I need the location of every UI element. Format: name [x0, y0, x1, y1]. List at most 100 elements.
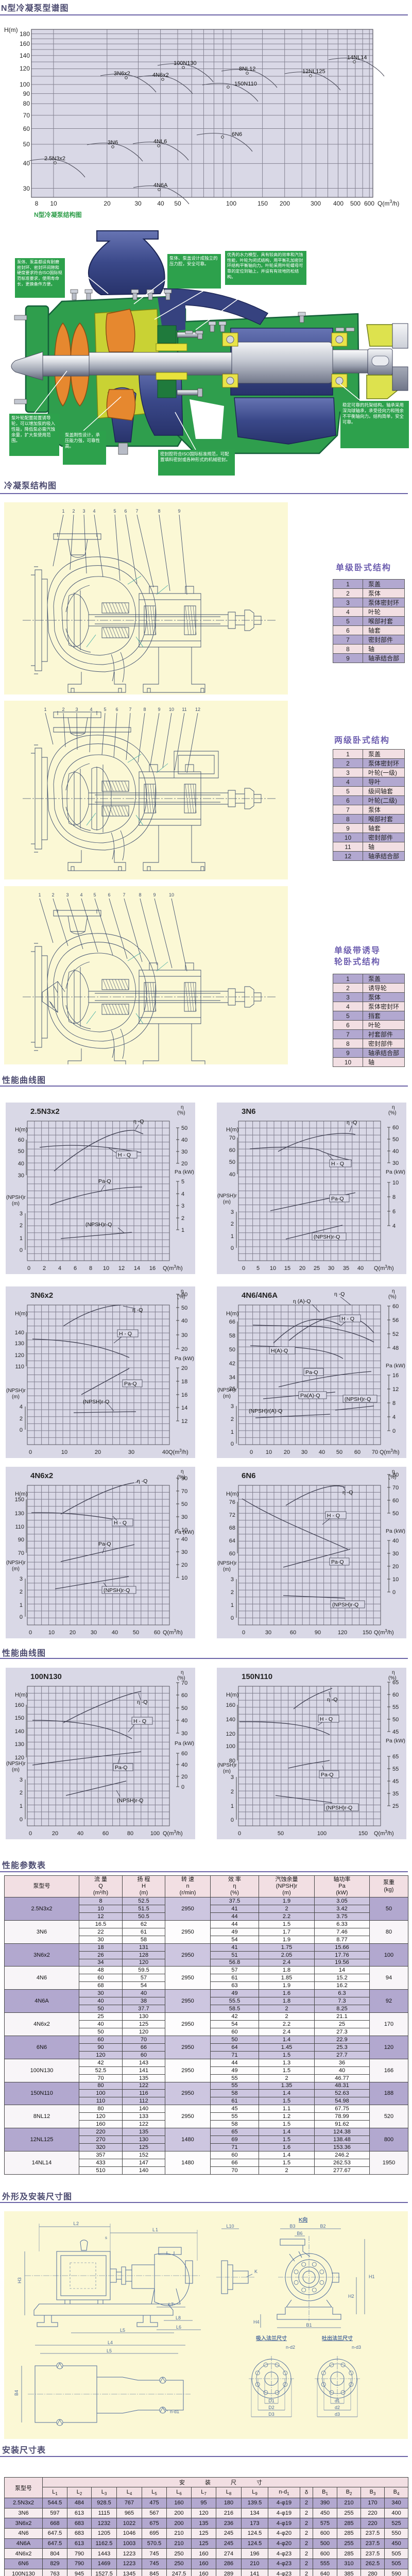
svg-text:(NPSH)r(A)-Q: (NPSH)r(A)-Q — [249, 1408, 282, 1414]
svg-text:H3: H3 — [17, 2277, 22, 2283]
svg-text:70: 70 — [18, 1550, 24, 1556]
svg-text:0: 0 — [242, 1630, 245, 1636]
svg-text:40: 40 — [77, 1831, 83, 1837]
svg-text:Pa (kW): Pa (kW) — [175, 1355, 194, 1362]
svg-text:Q(m3/h): Q(m3/h) — [374, 1629, 394, 1636]
svg-text:10: 10 — [61, 1449, 67, 1455]
svg-text:0: 0 — [29, 1630, 32, 1636]
svg-text:200: 200 — [280, 200, 290, 207]
svg-text:(m): (m) — [12, 1767, 20, 1773]
svg-text:(m): (m) — [12, 1394, 20, 1400]
svg-text:150: 150 — [363, 1630, 372, 1636]
svg-text:50: 50 — [181, 1305, 187, 1311]
svg-text:(NPSH)r: (NPSH)r — [217, 1762, 237, 1768]
svg-text:30: 30 — [181, 1731, 187, 1737]
svg-text:H(m): H(m) — [15, 1127, 27, 1133]
svg-text:η (A)-Q: η (A)-Q — [293, 1298, 311, 1304]
svg-text:(NPSH)r-Q: (NPSH)r-Q — [117, 1798, 143, 1804]
svg-text:8: 8 — [139, 892, 141, 897]
svg-text:(%): (%) — [177, 1675, 185, 1681]
svg-text:4N6/4N6A: 4N6/4N6A — [242, 1291, 278, 1300]
svg-text:120: 120 — [15, 1352, 24, 1359]
svg-text:Q(m3/h): Q(m3/h) — [380, 1448, 400, 1455]
svg-text:B3: B3 — [289, 2224, 295, 2229]
svg-text:600: 600 — [364, 200, 374, 207]
svg-text:吸入法兰尺寸: 吸入法兰尺寸 — [256, 2335, 287, 2342]
svg-text:0: 0 — [20, 1614, 23, 1620]
svg-text:H - Q: H - Q — [118, 1152, 131, 1158]
svg-text:2: 2 — [231, 1789, 234, 1795]
svg-text:η: η — [392, 1469, 395, 1475]
svg-text:72: 72 — [229, 1512, 235, 1518]
svg-text:40: 40 — [181, 1318, 187, 1324]
svg-text:10: 10 — [181, 1527, 187, 1533]
svg-text:3: 3 — [181, 1203, 184, 1209]
svg-text:0: 0 — [181, 1784, 184, 1790]
svg-text:5: 5 — [113, 509, 116, 514]
svg-text:H - Q: H - Q — [119, 1331, 132, 1337]
svg-text:L10: L10 — [226, 2224, 234, 2229]
svg-text:H - Q: H - Q — [320, 1716, 333, 1722]
svg-text:14: 14 — [181, 1405, 187, 1411]
svg-text:0: 0 — [392, 1589, 396, 1596]
svg-text:50: 50 — [181, 1501, 187, 1507]
svg-text:Q(m3/h): Q(m3/h) — [377, 199, 399, 207]
svg-text:7: 7 — [135, 509, 138, 514]
svg-text:25: 25 — [314, 1265, 320, 1272]
svg-text:6: 6 — [392, 1209, 396, 1215]
svg-text:52: 52 — [392, 1331, 399, 1337]
svg-text:20: 20 — [392, 1564, 399, 1570]
svg-text:1: 1 — [181, 1227, 184, 1233]
svg-text:H(m): H(m) — [15, 1311, 27, 1317]
svg-text:0: 0 — [27, 1265, 30, 1272]
svg-text:1: 1 — [62, 509, 64, 514]
svg-text:10: 10 — [270, 1265, 276, 1272]
svg-text:0: 0 — [29, 1831, 32, 1837]
svg-text:30: 30 — [301, 1449, 307, 1455]
svg-text:16: 16 — [181, 1392, 187, 1398]
svg-text:8NL12: 8NL12 — [239, 66, 255, 72]
svg-text:100: 100 — [226, 1743, 235, 1750]
svg-text:66: 66 — [229, 1319, 235, 1325]
svg-text:H4: H4 — [253, 2319, 260, 2325]
svg-text:L4: L4 — [108, 2340, 113, 2345]
svg-text:60: 60 — [354, 1449, 360, 1455]
svg-text:B1: B1 — [306, 2323, 312, 2328]
svg-text:K: K — [254, 2269, 258, 2274]
svg-text:140: 140 — [15, 1728, 24, 1735]
svg-text:70: 70 — [181, 1488, 187, 1495]
svg-text:3N6: 3N6 — [242, 1107, 256, 1116]
svg-text:(NPSH)r: (NPSH)r — [6, 1195, 26, 1200]
svg-text:60: 60 — [392, 1498, 399, 1504]
svg-text:65: 65 — [392, 1754, 399, 1760]
svg-text:H - Q: H - Q — [133, 1718, 146, 1724]
svg-text:(NPSH)r: (NPSH)r — [217, 1193, 237, 1199]
svg-text:L7: L7 — [168, 2302, 174, 2307]
svg-text:2: 2 — [76, 2221, 79, 2226]
svg-text:5: 5 — [256, 1265, 260, 1272]
svg-text:(NPSH)r: (NPSH)r — [6, 1761, 26, 1767]
svg-text:90: 90 — [315, 1630, 321, 1636]
svg-text:η -Q: η -Q — [347, 1120, 357, 1126]
svg-text:10: 10 — [48, 1630, 55, 1636]
svg-text:150N110: 150N110 — [234, 81, 257, 87]
svg-text:60: 60 — [229, 1551, 235, 1557]
svg-text:40: 40 — [392, 1538, 399, 1544]
svg-text:(NPSH)r: (NPSH)r — [217, 1561, 237, 1566]
svg-text:30: 30 — [181, 1514, 187, 1520]
svg-text:0: 0 — [20, 1247, 23, 1253]
svg-text:30: 30 — [128, 1449, 134, 1455]
svg-text:150: 150 — [358, 1831, 368, 1837]
svg-text:26: 26 — [229, 1386, 235, 1392]
svg-text:4: 4 — [93, 509, 95, 514]
svg-text:(NPSH)r: (NPSH)r — [217, 1387, 237, 1393]
svg-text:40: 40 — [112, 1630, 118, 1636]
svg-text:H - Q: H - Q — [341, 1316, 354, 1322]
svg-text:120: 120 — [338, 1630, 347, 1636]
svg-text:110: 110 — [15, 1524, 24, 1530]
svg-text:吐出法兰尺寸: 吐出法兰尺寸 — [322, 2335, 353, 2342]
svg-text:76: 76 — [229, 1499, 235, 1505]
svg-text:42: 42 — [229, 1361, 235, 1367]
svg-text:30: 30 — [181, 1149, 187, 1155]
svg-text:10: 10 — [266, 1449, 272, 1455]
